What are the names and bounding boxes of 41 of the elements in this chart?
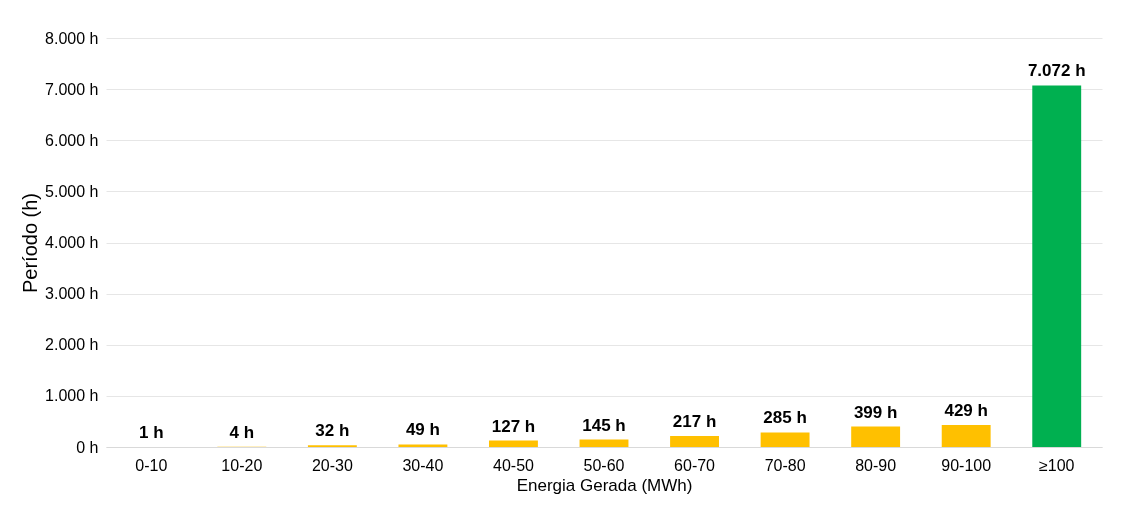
data-label: 285 h [763, 408, 807, 428]
data-label: 4 h [229, 422, 255, 442]
data-label: 145 h [582, 415, 626, 435]
x-tick-label: 10-20 [221, 456, 263, 474]
bar [941, 425, 991, 447]
x-tick-label: 40-50 [492, 456, 535, 474]
x-axis-title: Energia Gerada (MWh) [516, 475, 693, 495]
y-tick-label: 4.000 h [45, 234, 99, 251]
y-tick-label: 7.000 h [45, 80, 99, 98]
x-tick-label: 50-60 [583, 456, 625, 474]
bar [579, 439, 629, 447]
x-tick-label: 20-30 [311, 456, 353, 474]
data-label: 49 h [405, 420, 440, 440]
x-tick-label: 0-10 [135, 456, 168, 474]
x-tick-label: ≥100 [1038, 456, 1075, 474]
data-label: 399 h [853, 402, 898, 422]
data-label: 217 h [672, 411, 717, 431]
data-label: 127 h [491, 416, 536, 436]
bar [670, 435, 719, 447]
data-label: 1 h [138, 422, 164, 442]
bar [851, 426, 901, 447]
y-tick-label: 8.000 h [45, 29, 99, 47]
bar [760, 432, 810, 447]
x-tick-label: 30-40 [402, 456, 444, 474]
bar [398, 444, 448, 447]
y-tick-label: 3.000 h [45, 285, 99, 303]
y-tick-label: 0 h [76, 438, 99, 456]
y-axis-title: Período (h) [19, 192, 42, 294]
x-tick-label: 90-100 [941, 456, 992, 474]
y-tick-label: 5.000 h [45, 182, 99, 200]
data-label: 429 h [944, 401, 988, 421]
x-tick-label: 80-90 [855, 456, 897, 474]
x-tick-label: 60-70 [674, 456, 716, 474]
bar [489, 440, 538, 447]
x-tick-label: 70-80 [764, 456, 806, 474]
data-label: 7.072 h [1027, 61, 1086, 81]
y-tick-label: 1.000 h [45, 387, 99, 405]
bar [1032, 85, 1082, 447]
y-tick-label: 2.000 h [45, 336, 99, 354]
y-tick-label: 6.000 h [45, 131, 99, 149]
data-label: 32 h [315, 421, 350, 441]
